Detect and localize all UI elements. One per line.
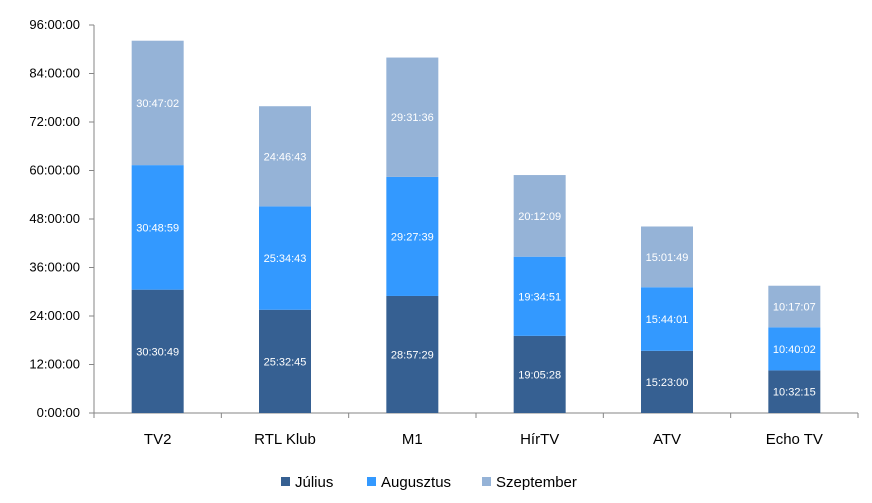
legend-label: Augusztus [381,474,451,491]
data-label: 25:34:43 [264,253,307,265]
y-tick-label: 96:00:00 [29,17,80,32]
axes: 0:00:00 12:00:00 24:00:00 36:00:00 48:00:00 6… [29,17,859,448]
bar-segment [513,256,566,336]
y-tick-label: 24:00:00 [29,308,80,323]
data-label: 24:46:43 [264,151,307,163]
bar-segment [386,176,439,296]
data-label: 25:32:45 [264,356,307,368]
legend-label: Július [295,474,333,491]
data-label: 28:57:29 [391,349,434,361]
bar-segment [259,309,311,413]
legend: Július Augusztus Szeptember [281,474,577,491]
bar-segment [386,295,439,413]
data-label: 30:47:02 [136,98,179,110]
bar-segment [131,165,184,290]
bar-segment [386,57,439,177]
legend-swatch [281,477,290,486]
data-label: 19:05:28 [518,369,561,381]
bar-segment [259,106,311,207]
data-label: 19:34:51 [518,291,561,303]
y-tick-label: 84:00:00 [29,66,80,81]
y-tick-label: 60:00:00 [29,163,80,178]
bar-segment [641,350,693,413]
y-tick-label: 0:00:00 [37,405,80,420]
legend-swatch [367,477,376,486]
data-label: 20:12:09 [518,211,561,223]
x-category-label: RTL Klub [254,431,316,448]
data-label: 10:40:02 [773,344,816,356]
bar-segment [131,40,184,166]
data-label: 15:44:01 [646,314,689,326]
bar-segment [768,285,821,328]
y-tick-label: 72:00:00 [29,114,80,129]
bar-segment [641,226,693,288]
x-category-label: ATV [653,431,681,448]
data-label: 29:27:39 [391,231,434,243]
bar-segment [513,175,566,257]
y-tick-label: 36:00:00 [29,260,80,275]
data-label: 15:23:00 [646,377,689,389]
y-tick-label: 48:00:00 [29,211,80,226]
data-label: 10:17:07 [773,302,816,314]
x-category-label: Echo TV [766,431,823,448]
data-label: 29:31:36 [391,112,434,124]
legend-swatch [482,477,491,486]
data-label: 30:48:59 [136,222,179,234]
bar-segment [259,206,311,310]
x-category-label: M1 [402,431,423,448]
y-tick-label: 12:00:00 [29,357,80,372]
bar-segment [131,289,184,413]
x-category-label: TV2 [144,431,172,448]
data-label: 15:01:49 [646,252,689,264]
data-label: 30:30:49 [136,346,179,358]
bars: 30:30:49 30:48:59 30:47:02 25:32:45 25:34:43… [131,40,821,413]
x-category-label: HírTV [520,431,559,448]
legend-label: Szeptember [496,474,577,491]
bar-segment [768,370,821,413]
data-label: 10:32:15 [773,387,816,399]
bar-segment [513,335,566,413]
bar-segment [641,287,693,351]
bar-segment [768,327,821,371]
